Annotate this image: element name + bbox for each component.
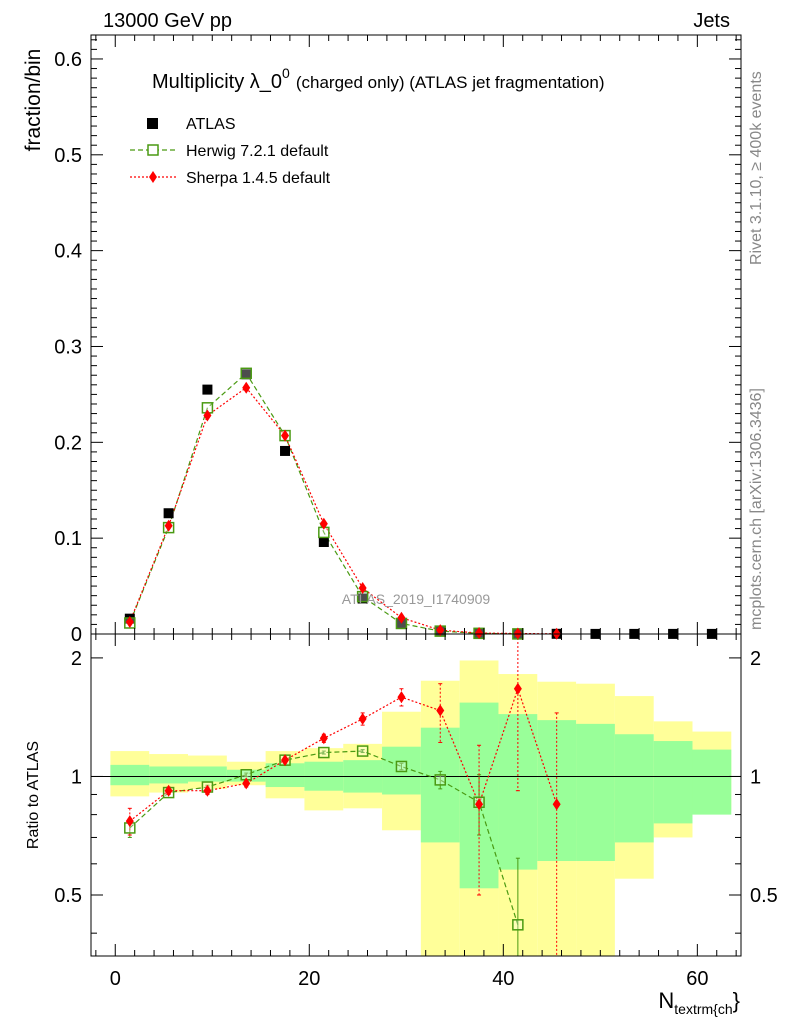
sherpa-ratio-point: [552, 798, 561, 811]
legend-marker-sherpa: [149, 171, 157, 183]
sherpa-ratio-point: [358, 712, 367, 725]
herwig-ratio-point: [356, 745, 369, 757]
sherpa-ratio-point: [436, 704, 445, 717]
x-axis-label: Ntextrm{ch}: [658, 988, 740, 1017]
ratio-y-tick-label-right: 0.5: [750, 885, 778, 907]
y-tick-label: 0.6: [54, 49, 82, 71]
sherpa-point: [203, 409, 212, 422]
atlas-point: [241, 369, 252, 380]
rivet-version-text: Rivet 3.1.10, ≥ 400k events: [748, 71, 765, 265]
sherpa-ratio-point: [164, 784, 173, 797]
y-tick-label: 0: [71, 624, 82, 646]
sherpa-ratio-point: [513, 682, 522, 695]
x-label-subscript: textrm{ch: [674, 1001, 732, 1017]
ratio-y-tick-label-left: 1: [71, 766, 82, 788]
x-tick-label: 60: [686, 968, 708, 990]
x-tick-label: 20: [298, 968, 320, 990]
mcplots-reference-text: mcplots.cern.ch [arXiv:1306.3436]: [748, 388, 765, 630]
herwig-point: [240, 367, 252, 380]
band-inner-bin: [188, 766, 227, 782]
ratio-panel-frame: [90, 633, 742, 957]
band-inner-bin: [653, 741, 693, 824]
band-inner-bin: [110, 764, 150, 786]
herwig-ratio-point: [395, 760, 408, 773]
sherpa-point: [125, 616, 134, 629]
title-main: Multiplicity λ_0: [152, 71, 282, 93]
plot-title: Multiplicity λ_00 (charged only) (ATLAS j…: [152, 65, 605, 93]
herwig-line-main: [129, 372, 518, 635]
sherpa-ratio-point: [319, 732, 328, 745]
ratio-y-axis-label: Ratio to ATLAS: [25, 741, 42, 849]
legend-label-sherpa: Sherpa 1.4.5 default: [186, 170, 331, 187]
band-inner-bin: [498, 714, 538, 870]
legend: ATLAS Herwig 7.2.1 default Sherpa 1.4.5 …: [130, 116, 331, 187]
title-superscript: 0: [282, 65, 290, 81]
sherpa-point: [397, 611, 406, 624]
band-inner-bin: [614, 734, 654, 843]
y-tick-label: 0.2: [54, 432, 82, 454]
atlas-point: [163, 508, 174, 519]
legend-marker-atlas: [147, 118, 158, 129]
sherpa-ratio-point: [125, 815, 134, 828]
ratio-y-tick-label-left: 0.5: [54, 885, 82, 907]
sherpa-point: [319, 517, 328, 530]
sherpa-ratio-point: [242, 777, 251, 790]
sherpa-ratio-point: [475, 798, 484, 811]
sherpa-ratio-point: [203, 784, 212, 797]
band-inner-bin: [265, 763, 305, 788]
herwig-ratio-point: [434, 774, 447, 786]
band-inner-bin: [692, 749, 732, 815]
sherpa-line-ratio: [129, 686, 558, 822]
sherpa-line-main: [129, 386, 557, 635]
legend-label-atlas: ATLAS: [186, 116, 236, 133]
header-left: 13000 GeV pp: [103, 10, 232, 32]
x-label-tail: }: [733, 988, 740, 1013]
sherpa-point: [164, 519, 173, 532]
frames: [90, 34, 742, 957]
sherpa-point: [242, 381, 251, 394]
y-tick-label: 0.4: [54, 241, 82, 263]
x-tick-label: 0: [110, 968, 121, 990]
sherpa-point: [475, 627, 484, 640]
header-right: Jets: [693, 10, 730, 32]
y-tick-label: 0.3: [54, 336, 82, 358]
sherpa-point: [281, 429, 290, 442]
herwig-ratio-point: [318, 746, 330, 759]
atlas-point: [202, 384, 213, 395]
x-label-main: N: [658, 988, 674, 1013]
y-axis-label: fraction/bin: [22, 49, 45, 152]
atlas-point: [318, 536, 329, 547]
sherpa-ratio-point: [281, 754, 290, 767]
title-suffix: (charged only) (ATLAS jet fragmentation): [296, 73, 605, 92]
ratio-bands: [110, 660, 732, 956]
analysis-watermark: ATLAS_2019_I1740909: [342, 591, 491, 607]
band-inner-bin: [576, 723, 615, 861]
ratio-y-tick-label-right: 2: [750, 648, 761, 670]
ratio-y-tick-label-left: 2: [71, 648, 82, 670]
legend-label-herwig: Herwig 7.2.1 default: [186, 143, 329, 160]
ratio-y-tick-label-right: 1: [750, 766, 761, 788]
axis-ticks: 0 20 40 60 0 0.1 0.2 0.3 0.4 0.5 0.6 0.5 0.5 1 1 2 2: [54, 35, 778, 990]
legend-marker-herwig: [147, 144, 159, 156]
y-tick-label: 0.1: [54, 528, 82, 550]
sherpa-point: [358, 581, 367, 594]
sherpa-ratio-point: [397, 691, 406, 704]
band-inner-bin: [149, 766, 189, 784]
y-tick-label: 0.5: [54, 145, 82, 167]
atlas-point: [357, 593, 368, 604]
atlas-point: [280, 445, 291, 456]
x-tick-label: 40: [492, 968, 514, 990]
sherpa-point: [436, 624, 445, 637]
herwig-ratio-point: [512, 919, 524, 931]
